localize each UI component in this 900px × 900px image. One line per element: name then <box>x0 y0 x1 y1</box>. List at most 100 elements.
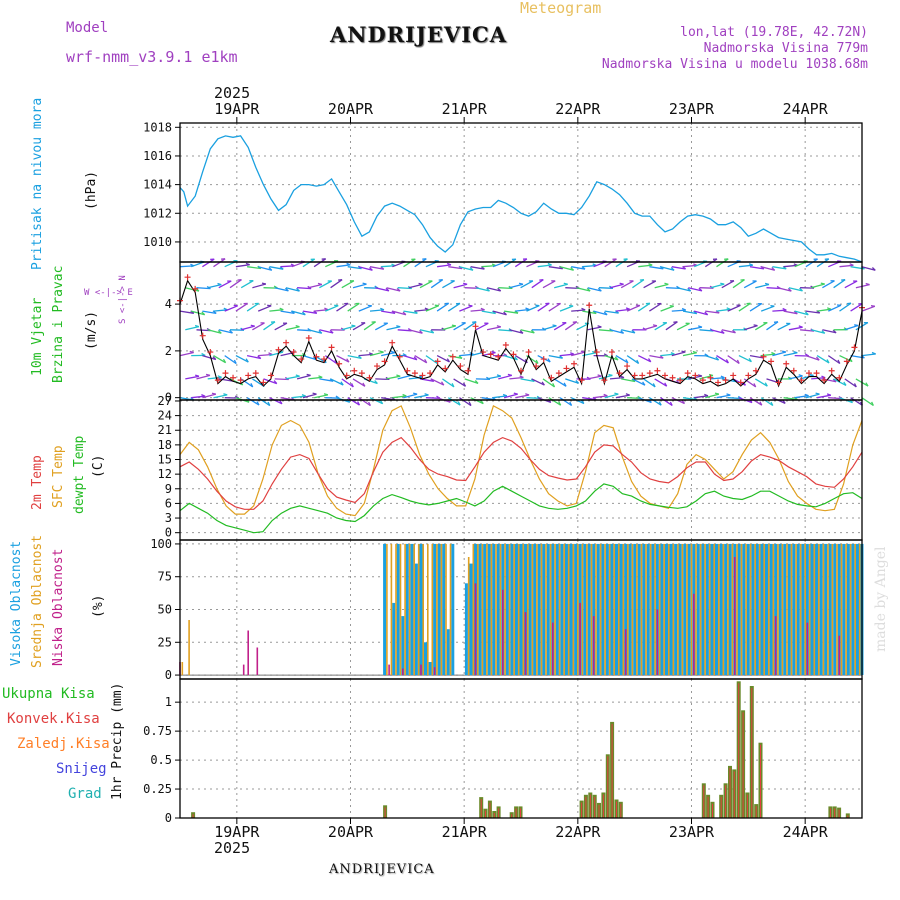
wind-arrow <box>531 279 544 289</box>
high-cloud-bar <box>651 543 655 675</box>
mid-cloud-bar <box>831 543 834 675</box>
wind-arrow <box>760 397 774 407</box>
high-cloud-bar <box>783 543 787 675</box>
station-title: ANDRIJEVICA <box>330 22 508 47</box>
wind-arrow-head <box>664 282 669 286</box>
high-cloud-bar <box>464 583 468 676</box>
high-cloud-bar <box>724 543 728 675</box>
wind-arrow-head <box>698 325 703 328</box>
wind-arrow-head <box>279 400 283 405</box>
wind-arrow <box>548 397 562 406</box>
high-cloud-bar <box>669 543 673 675</box>
wind-arrow <box>453 283 468 289</box>
wind-arrow <box>302 310 317 314</box>
wind-arrow <box>772 309 787 312</box>
y-tick-label: 2 <box>165 344 172 358</box>
precip-conv-bar <box>616 801 617 818</box>
wind-arrow <box>721 378 736 383</box>
low-cloud-bar <box>733 557 736 675</box>
wind-arrow-head <box>793 350 798 354</box>
wind-speed-marker <box>411 370 418 377</box>
wind-arrow-head <box>380 307 385 311</box>
wind-speed-marker <box>593 349 600 356</box>
wind-arrow <box>235 355 249 363</box>
wind-arrow <box>509 283 524 289</box>
wind-arrow-head <box>559 355 564 359</box>
wind-arrow <box>609 329 624 334</box>
high-cloud-bar <box>542 543 546 675</box>
wind-arrow <box>436 355 450 363</box>
high-cloud-bar <box>719 543 723 675</box>
mid-cloud-bar <box>854 543 856 675</box>
wind-speed-marker <box>381 358 388 365</box>
wind-arrow <box>827 355 841 365</box>
wind-arrow <box>710 329 725 334</box>
wind-speed-marker <box>684 370 691 377</box>
wind-arrow <box>369 266 384 270</box>
precip-conv-bar <box>847 815 849 818</box>
wind-arrow-head <box>402 393 407 397</box>
wind-arrow <box>296 374 311 380</box>
wind-arrow <box>224 305 238 312</box>
wind-arrow <box>447 397 461 406</box>
mid-cloud-bar <box>858 543 861 675</box>
wind-arrow <box>749 266 765 270</box>
wind-arrow <box>352 378 366 387</box>
wind-arrow <box>682 397 697 401</box>
wind-arrow-head <box>865 282 870 286</box>
wind-arrow-head <box>647 358 652 363</box>
wind-arrow-head <box>569 304 574 307</box>
wind-arrow-head <box>714 392 720 395</box>
wind-arrow <box>414 394 429 399</box>
wind-arrow <box>638 355 652 363</box>
mid-cloud-bar <box>436 543 438 675</box>
wind-arrow <box>637 302 651 312</box>
wind-speed-marker <box>374 363 381 370</box>
high-cloud-bar <box>519 543 523 675</box>
wind-arrow-head <box>787 287 792 292</box>
wind-arrow <box>269 397 283 405</box>
wind-arrow-head <box>419 330 423 334</box>
wind-arrow-head <box>597 287 602 292</box>
high-cloud-bar <box>428 662 432 676</box>
wind-arrow-head <box>704 353 709 357</box>
wind-speed-marker <box>245 372 252 379</box>
wind-arrow-head <box>732 329 736 334</box>
wind-arrow <box>341 280 355 289</box>
wind-arrow-head <box>870 305 875 307</box>
wind-arrow <box>341 325 356 331</box>
wind-arrow-head <box>245 358 249 363</box>
wind-arrow <box>258 266 272 271</box>
wind-arrow <box>218 378 233 382</box>
high-cloud-bar <box>414 563 418 676</box>
high-cloud-bar <box>687 543 691 675</box>
wind-speed-marker <box>290 349 297 356</box>
high-cloud-bar <box>405 543 409 675</box>
wind-arrow-head <box>446 262 452 266</box>
wind-arrow <box>241 325 255 331</box>
wind-arrow <box>805 310 820 314</box>
wind-arrow <box>302 258 316 268</box>
mid-cloud-bar <box>540 543 543 675</box>
low-cloud-bar <box>502 589 504 675</box>
wind-arrow-head <box>625 393 630 396</box>
wind-arrow-head <box>552 324 557 327</box>
wind-arrow-head <box>368 401 371 406</box>
snow-label: Snijeg <box>56 761 107 777</box>
high-cloud-bar <box>569 543 573 675</box>
wind-arrow-head <box>620 375 625 379</box>
wind-arrow <box>352 322 366 331</box>
mid-cloud-bar <box>599 543 602 675</box>
wind-arrow <box>297 287 312 290</box>
low-cloud-bar <box>402 668 404 676</box>
high-cloud-bar <box>401 616 405 676</box>
mid-cloud-bar <box>188 620 190 676</box>
wind-arrow <box>620 280 634 289</box>
low-cloud-bar <box>806 622 809 676</box>
wind-arrow <box>643 378 656 388</box>
wind-speed-marker <box>518 367 524 374</box>
wind-arrow-head <box>670 267 675 271</box>
wind-arrow <box>486 326 501 331</box>
wind-arrow <box>671 351 686 357</box>
mid-cloud-bar <box>608 543 611 675</box>
